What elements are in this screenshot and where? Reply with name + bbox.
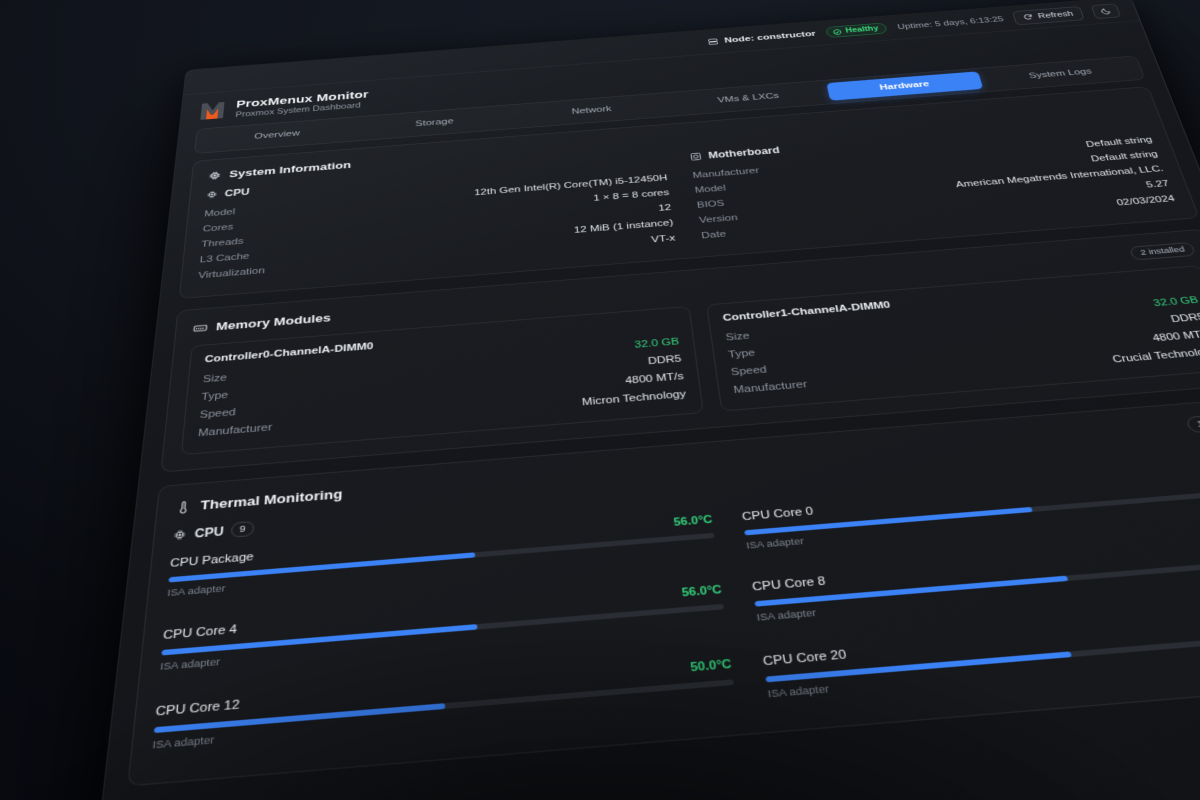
check-circle-icon (832, 28, 843, 35)
detail-value: VT-x (650, 233, 676, 245)
detail-key: Virtualization (197, 265, 266, 281)
theme-toggle-button[interactable] (1090, 3, 1122, 19)
memory-icon (193, 321, 209, 334)
cpu-section-title: CPU (224, 186, 250, 199)
detail-value: DDR5 (1169, 311, 1200, 325)
detail-value: Micron Technology (581, 388, 687, 409)
refresh-icon (1022, 13, 1034, 21)
detail-key: Cores (202, 222, 234, 234)
motherboard-icon (689, 152, 702, 162)
thermal-cpu-group-count: 9 (231, 520, 255, 538)
detail-key: Size (725, 330, 751, 344)
cpu-chip-icon (206, 190, 219, 200)
detail-key: Manufacturer (732, 379, 809, 396)
proxmenux-logo (197, 100, 227, 122)
refresh-button[interactable]: Refresh (1012, 5, 1085, 25)
system-information-title: System Information (228, 159, 352, 180)
detail-key: Date (700, 229, 727, 241)
detail-key: Type (200, 389, 229, 403)
node-label: Node: constructor (723, 29, 817, 45)
memory-modules-title: Memory Modules (215, 311, 332, 333)
detail-key: Speed (199, 407, 237, 421)
node-indicator: Node: constructor (707, 30, 816, 46)
status-badge: Healthy (825, 22, 889, 38)
detail-key: Model (203, 207, 236, 219)
detail-key: Version (698, 213, 739, 226)
detail-value: DDR5 (647, 353, 683, 367)
detail-key: Size (202, 372, 228, 386)
moon-icon (1099, 7, 1113, 15)
thermal-sensor-name: CPU Core 20 (762, 648, 848, 669)
refresh-label: Refresh (1036, 9, 1075, 20)
detail-value: 4800 MT/s (1151, 328, 1200, 344)
main-content: System Information (102, 85, 1200, 800)
motherboard-section-title: Motherboard (707, 145, 781, 161)
detail-key: Threads (200, 236, 244, 250)
detail-key: Manufacturer (197, 422, 273, 440)
detail-value: 32.0 GB (633, 336, 680, 351)
detail-value: Crucial Technology (1111, 346, 1200, 366)
thermal-monitoring-title: Thermal Monitoring (199, 486, 343, 513)
server-icon (707, 37, 719, 45)
detail-key: Model (694, 183, 727, 196)
detail-key: Speed (730, 364, 768, 378)
status-badge-label: Healthy (844, 25, 880, 35)
thermal-sensor-name: CPU Package (169, 550, 255, 571)
thermal-cpu-group-title: CPU (194, 523, 225, 541)
uptime-text: Uptime: 5 days, 6:13:25 (896, 15, 1005, 31)
memory-modules-badge: 2 installed (1129, 242, 1197, 261)
thermometer-icon (175, 499, 192, 514)
detail-value: 12 (657, 203, 672, 214)
cpu-chip-icon (208, 170, 222, 181)
detail-value: 5.27 (1144, 179, 1171, 190)
thermal-sensor-name: CPU Core 12 (155, 698, 241, 720)
detail-key: L3 Cache (199, 251, 250, 265)
app-header: ProxMenux Monitor Proxmox System Dashboa… (180, 21, 1153, 130)
detail-key: Type (727, 347, 756, 361)
detail-value: 4800 MT/s (624, 371, 685, 387)
detail-value: 32.0 GB (1152, 295, 1200, 309)
thermal-sensor-name: CPU Core 8 (751, 575, 827, 594)
proxmenux-monitor-window: Node: constructor Healthy Uptime: 5 days… (66, 0, 1200, 800)
thermal-sensor-name: CPU Core 4 (162, 623, 238, 643)
thermal-monitoring-badge: 12 sensors (1184, 411, 1200, 434)
thermal-sensor-value: 56.0°C (672, 513, 714, 529)
thermal-sensor-name: CPU Core 0 (741, 505, 815, 524)
detail-value: 02/03/2024 (1115, 194, 1177, 208)
thermal-sensor-value: 50.0°C (689, 657, 733, 675)
thermal-sensor-value: 56.0°C (681, 583, 723, 600)
cpu-chip-icon (172, 528, 187, 541)
detail-key: BIOS (696, 198, 726, 211)
